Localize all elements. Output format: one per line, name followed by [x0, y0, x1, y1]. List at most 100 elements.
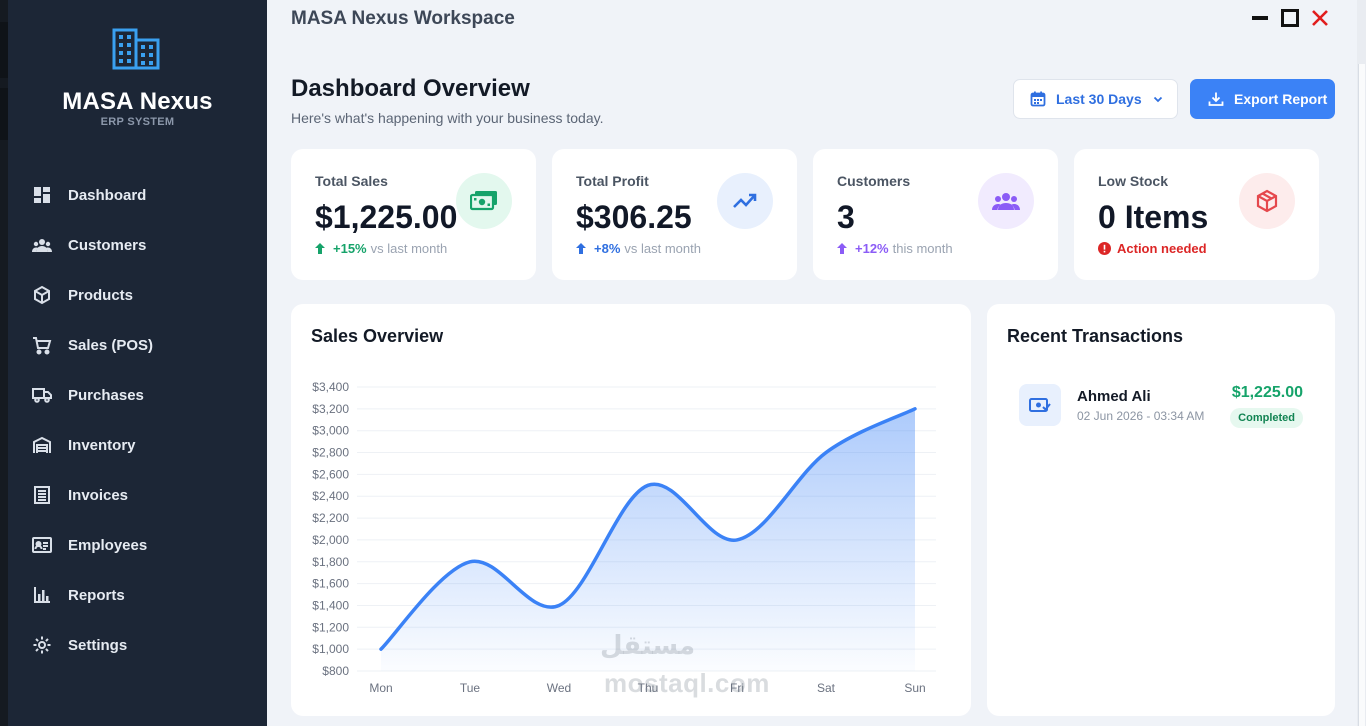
- stat-badge: [978, 173, 1034, 229]
- y-tick-label: $1,200: [312, 620, 349, 634]
- x-tick-label: Fri: [730, 681, 744, 695]
- sidebar-item-label: Settings: [68, 636, 128, 654]
- stat-trend-value: +15%: [333, 241, 367, 256]
- stat-value: $1,225.00: [315, 199, 458, 235]
- transaction-icon: [1019, 384, 1061, 426]
- scrollbar[interactable]: [1357, 0, 1366, 726]
- sidebar-item-employees[interactable]: Employees: [8, 520, 267, 570]
- window-title: MASA Nexus Workspace: [291, 8, 515, 29]
- stat-value: 3: [837, 199, 855, 235]
- sidebar-item-label: Sales (POS): [68, 336, 154, 354]
- stat-trend-text: vs last month: [370, 241, 448, 256]
- sidebar-item-settings[interactable]: Settings: [8, 620, 267, 670]
- stat-card-total-sales: Total Sales $1,225.00 +15% vs last month: [291, 149, 536, 280]
- sidebar: MASA Nexus ERP SYSTEM Dashboard Customer…: [8, 0, 267, 726]
- outer-window-edge: [0, 0, 8, 726]
- y-tick-label: $1,400: [312, 598, 349, 612]
- y-tick-label: $800: [322, 664, 349, 678]
- sidebar-item-sales-pos[interactable]: Sales (POS): [8, 320, 267, 370]
- warehouse-icon: [33, 436, 51, 453]
- x-tick-label: Sat: [817, 681, 836, 695]
- sales-area-fill: [381, 408, 915, 671]
- sales-overview-title: Sales Overview: [311, 326, 444, 346]
- trend-line-icon: [733, 193, 757, 208]
- sidebar-nav: Dashboard Customers Products Sales (POS)…: [8, 170, 267, 670]
- close-icon[interactable]: [1310, 8, 1330, 28]
- sidebar-item-customers[interactable]: Customers: [8, 220, 267, 270]
- x-tick-label: Mon: [369, 681, 392, 695]
- y-tick-label: $1,000: [312, 642, 349, 656]
- bar-chart-icon: [34, 587, 50, 603]
- stat-trend: +8% vs last month: [576, 241, 701, 256]
- watermark-arabic: مستقل: [600, 630, 696, 660]
- date-range-dropdown[interactable]: Last 30 Days: [1013, 79, 1178, 119]
- stat-badge: [456, 173, 512, 229]
- box-icon: [34, 285, 50, 305]
- sidebar-item-label: Employees: [68, 536, 148, 554]
- sales-line: [379, 407, 917, 651]
- transaction-status-badge: Completed: [1230, 408, 1303, 428]
- stat-value: $306.25: [576, 199, 692, 235]
- stat-trend-value: +12%: [855, 241, 889, 256]
- maximize-icon[interactable]: [1280, 8, 1300, 28]
- scrollbar-thumb[interactable]: [1358, 64, 1365, 726]
- stat-trend-text: vs last month: [624, 241, 701, 256]
- brand-subtitle: ERP SYSTEM: [100, 116, 175, 128]
- stat-trend: +15% vs last month: [315, 241, 447, 256]
- minimize-icon[interactable]: [1250, 8, 1270, 28]
- watermark-latin: mostaql.com: [604, 668, 770, 698]
- arrow-up-icon: [576, 243, 586, 254]
- arrow-up-icon: [837, 243, 847, 254]
- money-check-icon: [1029, 398, 1051, 412]
- stat-trend-text: this month: [892, 241, 953, 256]
- x-tick-label: Sun: [904, 681, 925, 695]
- money-icon: [470, 191, 497, 211]
- stat-value: 0 Items: [1098, 199, 1209, 235]
- chevron-down-icon: [1153, 96, 1162, 103]
- gear-icon: [33, 636, 51, 654]
- stat-label: Total Sales: [315, 173, 388, 189]
- users-icon: [992, 193, 1020, 210]
- stat-card-customers: Customers 3 +12% this month: [813, 149, 1058, 280]
- truck-icon: [32, 388, 52, 403]
- transaction-date: 02 Jun 2026 - 03:34 AM: [1077, 409, 1205, 423]
- sidebar-item-inventory[interactable]: Inventory: [8, 420, 267, 470]
- dashboard-icon: [34, 187, 50, 203]
- users-icon: [32, 239, 52, 252]
- sidebar-item-label: Invoices: [68, 486, 129, 504]
- box-icon: [1256, 189, 1278, 213]
- stat-label: Low Stock: [1098, 173, 1169, 189]
- page-subtitle: Here's what's happening with your busine…: [291, 110, 604, 126]
- sidebar-item-dashboard[interactable]: Dashboard: [8, 170, 267, 220]
- download-icon: [1208, 92, 1224, 106]
- recent-transactions-panel: Recent Transactions Ahmed Ali 02 Jun 202…: [987, 304, 1335, 716]
- y-tick-label: $3,000: [312, 424, 349, 438]
- alert-circle-icon: [1098, 242, 1111, 255]
- sidebar-item-purchases[interactable]: Purchases: [8, 370, 267, 420]
- y-tick-label: $2,000: [312, 533, 349, 547]
- sidebar-item-invoices[interactable]: Invoices: [8, 470, 267, 520]
- stat-label: Total Profit: [576, 173, 649, 189]
- x-tick-label: Tue: [460, 681, 481, 695]
- arrow-up-icon: [315, 243, 325, 254]
- date-range-label: Last 30 Days: [1056, 91, 1142, 107]
- transaction-amount: $1,225.00: [1231, 384, 1303, 401]
- y-tick-label: $3,400: [312, 380, 349, 394]
- y-tick-label: $1,600: [312, 577, 349, 591]
- main-content: MASA Nexus Workspace Dashboard Overview …: [267, 0, 1357, 726]
- stat-trend-text: Action needed: [1117, 241, 1207, 256]
- y-tick-label: $2,600: [312, 467, 349, 481]
- sidebar-item-label: Purchases: [68, 386, 144, 404]
- export-report-button[interactable]: Export Report: [1190, 79, 1335, 119]
- recent-transactions-title: Recent Transactions: [1007, 326, 1184, 346]
- y-tick-label: $1,800: [312, 555, 349, 569]
- sidebar-item-products[interactable]: Products: [8, 270, 267, 320]
- y-tick-label: $3,200: [312, 402, 349, 416]
- stat-card-low-stock: Low Stock 0 Items Action needed: [1074, 149, 1319, 280]
- sales-overview-panel: Sales Overview $800 $1,000 $1,200 $1,400 $1,…: [291, 304, 971, 716]
- stat-label: Customers: [837, 173, 911, 189]
- sales-chart: $800 $1,000 $1,200 $1,400 $1,600 $1,800 $2,000…: [312, 380, 936, 695]
- sidebar-item-label: Products: [68, 286, 134, 304]
- sidebar-item-reports[interactable]: Reports: [8, 570, 267, 620]
- y-tick-label: $2,800: [312, 446, 349, 460]
